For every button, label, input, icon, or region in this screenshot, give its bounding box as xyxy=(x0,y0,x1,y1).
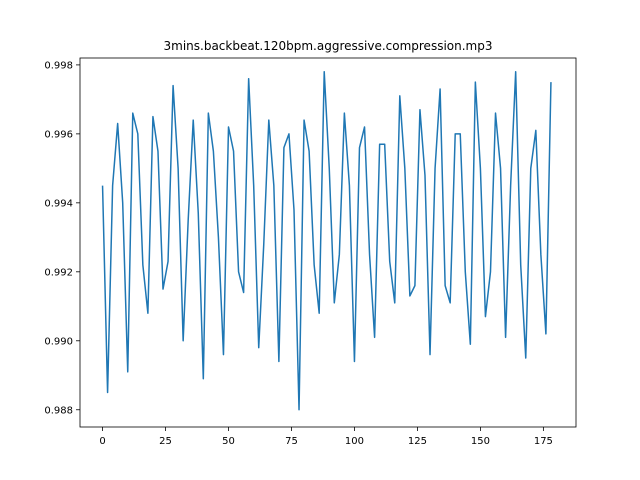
plot-area xyxy=(101,71,552,411)
x-tick-label: 175 xyxy=(534,436,553,447)
x-tick-label: 25 xyxy=(159,436,172,447)
axes: 0 25 50 75 100 125 150 175 0.988 0.990 0.992 0.994 0… xyxy=(44,57,577,447)
y-tick-label: 0.996 xyxy=(44,129,73,140)
y-tick-label: 0.998 xyxy=(44,60,73,71)
y-tick-label: 0.992 xyxy=(44,267,73,278)
x-tick-label: 50 xyxy=(222,436,235,447)
x-tick-label: 150 xyxy=(471,436,490,447)
x-tick-label: 0 xyxy=(99,436,105,447)
series-line-0 xyxy=(101,71,552,411)
y-tick-label: 0.990 xyxy=(44,336,73,347)
x-tick-label: 100 xyxy=(345,436,364,447)
y-tick-label: 0.994 xyxy=(44,198,73,209)
x-tick-label: 75 xyxy=(285,436,298,447)
x-tick-label: 125 xyxy=(408,436,427,447)
chart-title: 3mins.backbeat.120bpm.aggressive.compres… xyxy=(164,39,493,53)
y-tick-label: 0.988 xyxy=(44,405,73,416)
axes-frame xyxy=(79,57,577,428)
